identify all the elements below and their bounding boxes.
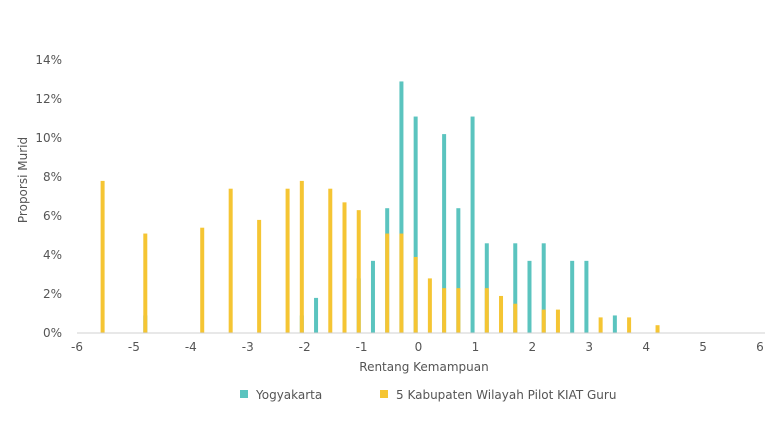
y-tick-label: 6% bbox=[43, 209, 62, 223]
bar bbox=[328, 188, 333, 333]
bar bbox=[442, 134, 447, 333]
bar bbox=[299, 180, 304, 333]
legend-label: 5 Kabupaten Wilayah Pilot KIAT Guru bbox=[396, 388, 616, 402]
x-tick-label: 3 bbox=[585, 340, 593, 354]
x-tick-label: 0 bbox=[415, 340, 423, 354]
bar bbox=[413, 256, 418, 333]
y-tick-label: 10% bbox=[35, 131, 62, 145]
y-tick-label: 4% bbox=[43, 248, 62, 262]
y-axis-title: Proporsi Murid bbox=[16, 137, 30, 223]
bar bbox=[555, 309, 560, 333]
bar bbox=[499, 295, 504, 333]
series-0 bbox=[143, 81, 617, 333]
bar bbox=[370, 260, 375, 333]
x-tick-label: -2 bbox=[299, 340, 311, 354]
legend-item: Yogyakarta bbox=[240, 388, 322, 402]
x-tick-label: -3 bbox=[242, 340, 254, 354]
bar bbox=[541, 309, 546, 333]
plot-area bbox=[100, 81, 660, 333]
bar bbox=[427, 278, 432, 333]
x-tick-label: -5 bbox=[128, 340, 140, 354]
x-axis-title: Rentang Kemampuan bbox=[359, 360, 488, 374]
bar bbox=[385, 233, 390, 333]
bar bbox=[627, 317, 632, 333]
bar bbox=[584, 260, 589, 333]
x-tick-label: 5 bbox=[699, 340, 707, 354]
legend-swatch bbox=[240, 390, 248, 398]
bar bbox=[442, 288, 447, 333]
bar bbox=[100, 180, 105, 333]
bar bbox=[456, 208, 461, 333]
bar bbox=[342, 202, 347, 333]
bar bbox=[541, 243, 546, 333]
x-tick-label: -4 bbox=[185, 340, 197, 354]
bar bbox=[228, 188, 233, 333]
bar bbox=[598, 317, 603, 333]
bar bbox=[513, 303, 518, 333]
bar bbox=[527, 260, 532, 333]
legend-label: Yogyakarta bbox=[255, 388, 322, 402]
bar bbox=[612, 315, 617, 333]
y-tick-label: 2% bbox=[43, 287, 62, 301]
bar bbox=[285, 188, 290, 333]
legend-swatch bbox=[380, 390, 388, 398]
x-tick-label: 4 bbox=[642, 340, 650, 354]
bar bbox=[570, 260, 575, 333]
bar bbox=[456, 288, 461, 333]
bar bbox=[314, 297, 319, 333]
bar bbox=[513, 243, 518, 333]
x-tick-label: -1 bbox=[356, 340, 368, 354]
y-tick-label: 0% bbox=[43, 326, 62, 340]
bar bbox=[399, 233, 404, 333]
bar bbox=[413, 116, 418, 333]
x-tick-label: -6 bbox=[71, 340, 83, 354]
bar bbox=[257, 219, 262, 333]
y-tick-label: 8% bbox=[43, 170, 62, 184]
bar bbox=[484, 288, 489, 333]
bar bbox=[655, 325, 660, 333]
y-tick-label: 14% bbox=[35, 53, 62, 67]
y-tick-label: 12% bbox=[35, 92, 62, 106]
y-axis-ticks: 0% 2% 4% 6% 8% 10% 12% 14% bbox=[35, 53, 62, 340]
legend: Yogyakarta 5 Kabupaten Wilayah Pilot KIAT… bbox=[240, 388, 616, 402]
bar bbox=[399, 81, 404, 333]
bar bbox=[470, 116, 475, 333]
x-tick-label: 1 bbox=[472, 340, 480, 354]
bar bbox=[356, 210, 361, 333]
legend-item: 5 Kabupaten Wilayah Pilot KIAT Guru bbox=[380, 388, 616, 402]
bar bbox=[143, 233, 148, 333]
x-tick-label: 6 bbox=[756, 340, 764, 354]
bar bbox=[200, 227, 205, 333]
x-axis-ticks: -6 -5 -4 -3 -2 -1 0 1 2 3 4 5 6 bbox=[71, 340, 764, 354]
x-tick-label: 2 bbox=[529, 340, 537, 354]
series-1 bbox=[100, 180, 660, 333]
